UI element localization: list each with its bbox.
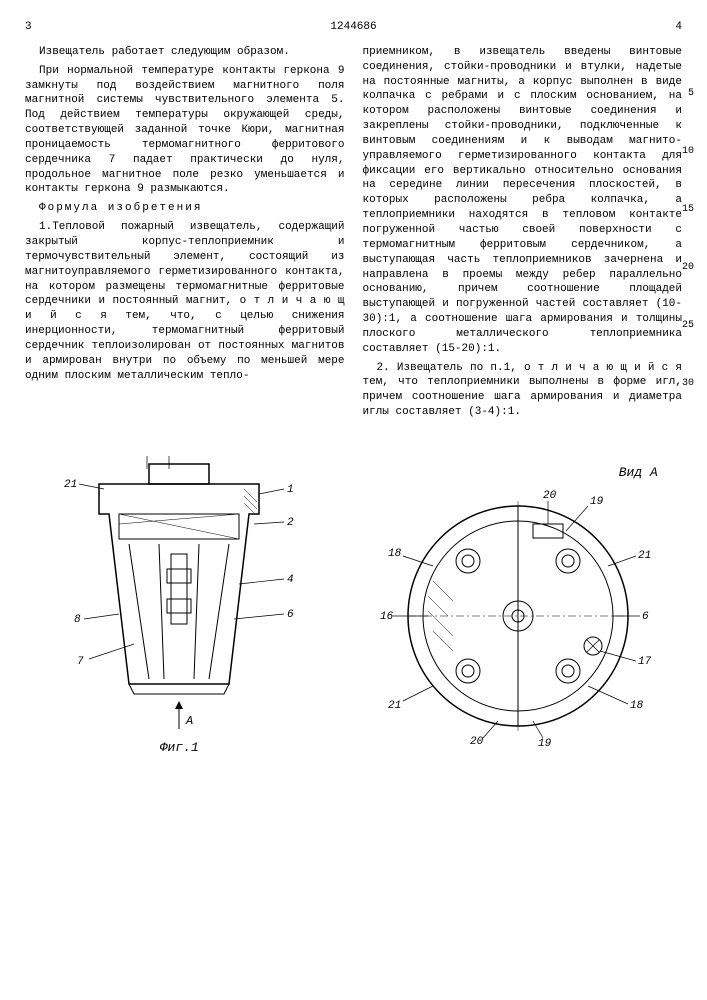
line-marker: 25 xyxy=(682,319,694,333)
line-marker: 10 xyxy=(682,145,694,159)
callout-2: 2 xyxy=(287,517,294,529)
callout-21c: 21 xyxy=(638,550,651,562)
right-p1: приемником, в извещатель введены винтовы… xyxy=(363,45,683,357)
callout-18b: 18 xyxy=(388,548,402,560)
callout-8: 8 xyxy=(74,614,81,626)
callout-6: 6 xyxy=(287,609,294,621)
view-arrow-label: A xyxy=(185,714,193,728)
left-p1: Извещатель работает следующим образом. xyxy=(25,45,345,60)
page-number-left: 3 xyxy=(25,20,32,35)
fig2-svg: 18 16 21 20 19 21 6 17 18 20 1 xyxy=(378,486,658,746)
right-p2: 2. Извещатель по п.1, о т л и ч а ю щ и … xyxy=(363,361,683,420)
callout-18: 18 xyxy=(152,454,166,458)
formula-heading: Формула изобретения xyxy=(25,201,345,216)
callout-21b: 21 xyxy=(388,700,401,712)
callout-7: 7 xyxy=(77,656,84,668)
line-marker: 15 xyxy=(682,203,694,217)
callout-18c: 18 xyxy=(630,700,644,712)
fig1-svg: 1 2 3 14 18 4 6 8 7 21 xyxy=(49,454,309,734)
callout-20b: 20 xyxy=(470,736,484,746)
line-marker: 30 xyxy=(682,377,694,391)
callout-20: 20 xyxy=(543,490,557,502)
left-p2: При нормальной температуре контакты герк… xyxy=(25,64,345,198)
callout-1: 1 xyxy=(287,484,294,496)
line-marker: 20 xyxy=(682,261,694,275)
callout-4: 4 xyxy=(287,574,294,586)
left-p3: 1.Тепловой пожарный извещатель, содержащ… xyxy=(25,220,345,383)
callout-16: 16 xyxy=(380,611,394,623)
callout-6b: 6 xyxy=(642,611,649,623)
page-number-right: 4 xyxy=(675,20,682,35)
callout-19: 19 xyxy=(590,496,604,508)
callout-14: 14 xyxy=(139,454,152,458)
figure-1: 1 2 3 14 18 4 6 8 7 21 xyxy=(49,454,309,757)
figures-row: 1 2 3 14 18 4 6 8 7 21 xyxy=(25,454,682,757)
right-column: 5 10 15 20 25 30 приемником, в извещател… xyxy=(363,45,683,424)
callout-19b: 19 xyxy=(538,738,552,746)
line-marker: 5 xyxy=(688,87,694,101)
left-column: Извещатель работает следующим образом. П… xyxy=(25,45,345,424)
callout-21: 21 xyxy=(64,479,77,491)
fig1-label: Фиг.1 xyxy=(49,739,309,757)
fig2-title: Вид А xyxy=(378,464,658,482)
document-number: 1244686 xyxy=(32,20,676,35)
figure-2: Вид А xyxy=(378,464,658,747)
callout-17: 17 xyxy=(638,656,652,668)
